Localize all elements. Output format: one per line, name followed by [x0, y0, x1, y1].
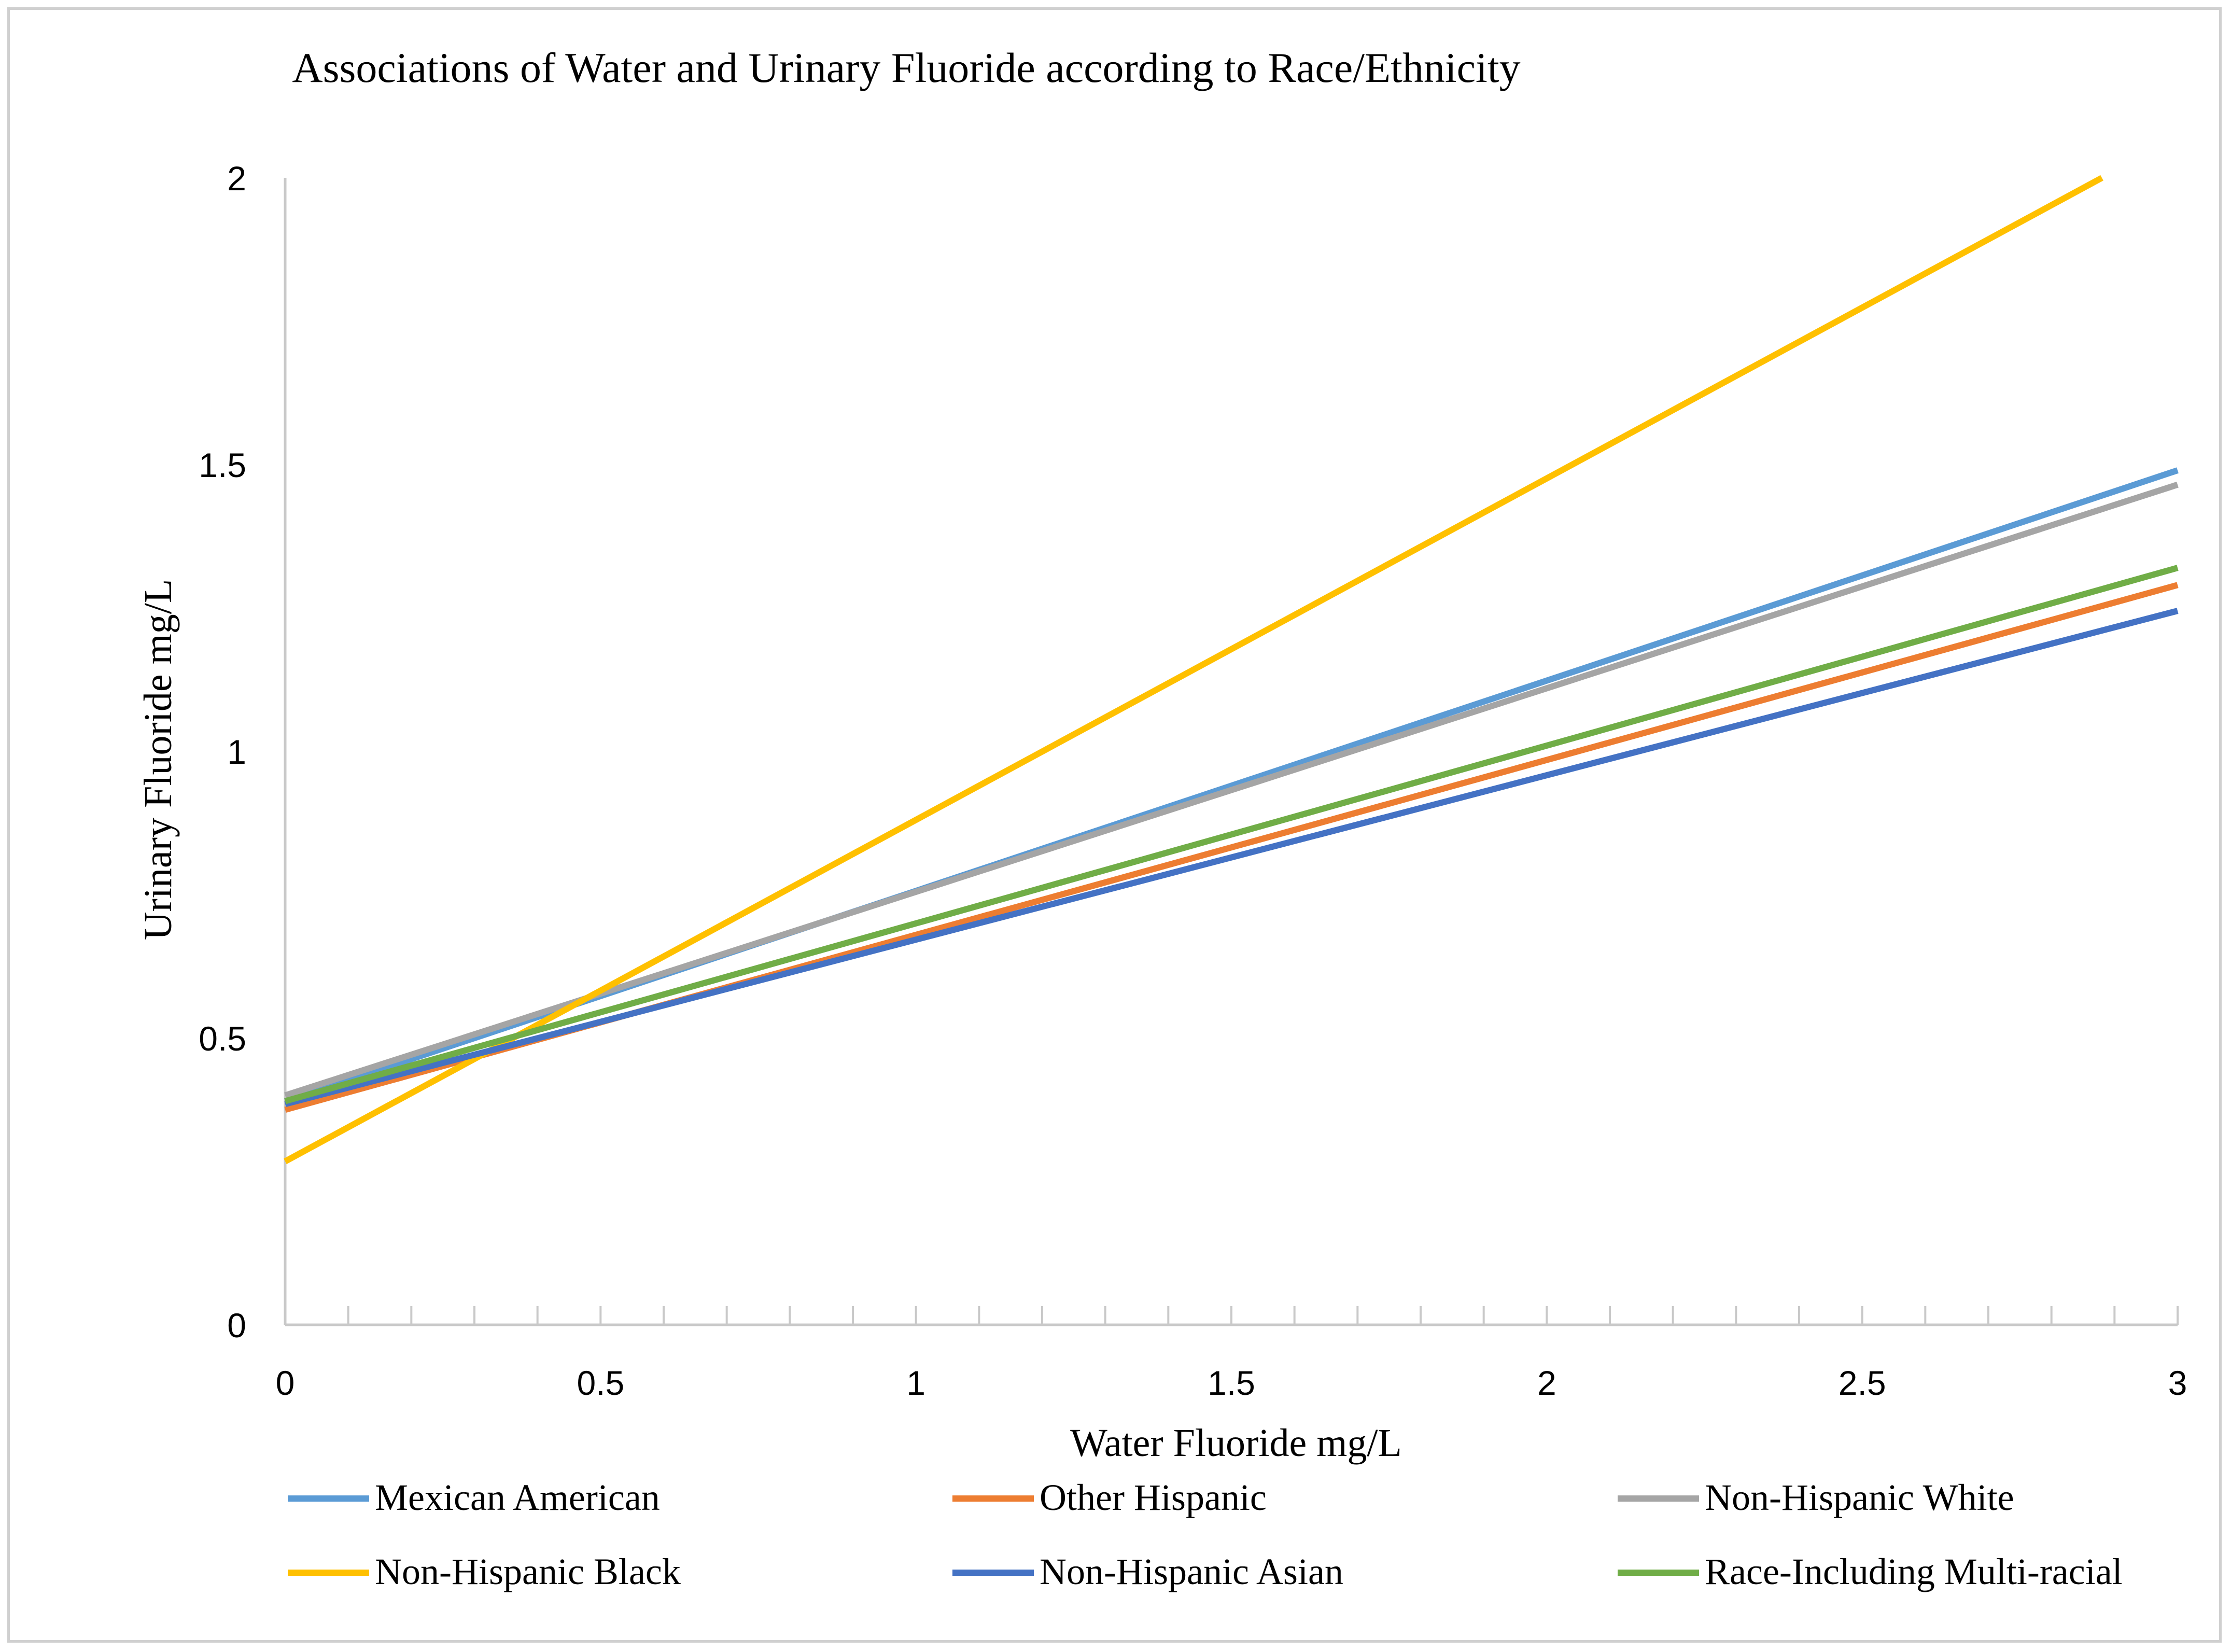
- y-tick-label: 2: [227, 159, 246, 198]
- x-tick-label: 1.5: [1208, 1364, 1255, 1402]
- y-tick-labels: 0 0.5 1 1.5 2: [199, 159, 246, 1345]
- series-line-non-hispanic-black: [284, 175, 2103, 1165]
- x-tick-label: 2: [1537, 1364, 1556, 1402]
- legend-label-race-including-multi-racial: Race-Including Multi-racial: [1705, 1551, 2123, 1592]
- y-axis-label: Urinary Fluoride mg/L: [136, 579, 180, 941]
- legend-label-non-hispanic-white: Non-Hispanic White: [1705, 1477, 2014, 1518]
- series-line-non-hispanic-white: [284, 481, 2179, 1099]
- chart-title: Associations of Water and Urinary Fluori…: [292, 44, 1520, 91]
- legend-label-non-hispanic-asian: Non-Hispanic Asian: [1040, 1551, 1343, 1592]
- y-tick-label: 0.5: [199, 1019, 246, 1058]
- series-lines: [284, 175, 2179, 1165]
- y-tick-label: 1: [227, 733, 246, 771]
- legend-label-non-hispanic-black: Non-Hispanic Black: [375, 1551, 681, 1592]
- legend: Mexican American Other Hispanic Non-Hispan…: [288, 1477, 2123, 1592]
- legend-label-mexican-american: Mexican American: [375, 1477, 660, 1518]
- x-tick-label: 1: [906, 1364, 925, 1402]
- x-tick-label: 0.5: [577, 1364, 624, 1402]
- legend-label-other-hispanic: Other Hispanic: [1040, 1477, 1267, 1518]
- series-line-non-hispanic-asian: [284, 608, 2179, 1107]
- x-tick-label: 2.5: [1839, 1364, 1886, 1402]
- x-tick-labels: 0 0.5 1 1.5 2 2.5 3: [276, 1364, 2187, 1402]
- x-tick-label: 0: [276, 1364, 295, 1402]
- x-tick-label: 3: [2168, 1364, 2187, 1402]
- series-line-race-including-multi-racial: [284, 565, 2179, 1104]
- axes: [284, 178, 2179, 1326]
- x-axis-label: Water Fluoride mg/L: [1070, 1421, 1402, 1465]
- y-tick-label: 1.5: [199, 446, 246, 484]
- y-tick-label: 0: [227, 1306, 246, 1345]
